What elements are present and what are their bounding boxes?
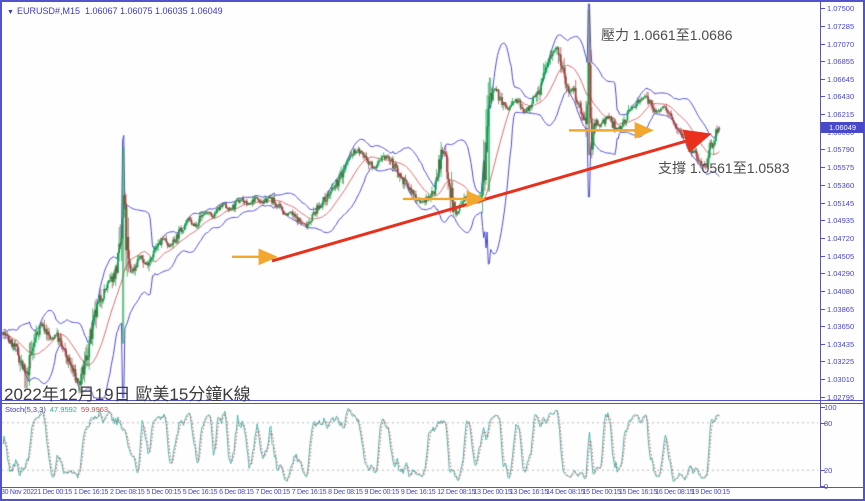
stoch-tick-mark: [821, 407, 825, 408]
stochastic-label: Stoch(5,3,3) 47.9592 59.9963: [5, 405, 108, 414]
time-tick-label: 5 Dec 00:15: [146, 489, 181, 496]
price-tick-mark: [821, 202, 825, 204]
stoch-tick-label: 100: [824, 403, 837, 412]
resistance-annotation[interactable]: 壓力 1.0661至1.0686: [601, 27, 733, 43]
price-tick-mark: [821, 237, 825, 239]
time-tick-label: 8 Dec 08:15: [328, 489, 363, 496]
price-tick-mark: [821, 220, 825, 222]
price-tick-mark: [821, 25, 825, 27]
stoch-tick-mark: [821, 486, 825, 487]
stoch-tick-mark: [821, 470, 825, 472]
price-tick-label: 1.04505: [827, 251, 855, 261]
stoch-tick-mark: [821, 422, 825, 424]
price-tick-label: 1.03225: [827, 357, 855, 367]
time-tick-label: 15 Dec 00:15: [582, 489, 621, 496]
price-tick-mark: [821, 255, 825, 257]
time-tick-label: 7 Dec 00:15: [255, 489, 290, 496]
price-chart-canvas[interactable]: [0, 0, 822, 400]
window-border-right: [863, 0, 865, 501]
date-annotation: 2022年12月19日 歐美15分鐘K線: [4, 385, 251, 404]
price-tick-label: 1.06645: [827, 74, 855, 84]
price-tick-mark: [821, 397, 825, 398]
time-tick-label: 9 Dec 00:15: [364, 489, 400, 496]
price-tick-label: 1.03650: [827, 322, 855, 332]
price-tick-mark: [821, 149, 825, 151]
window-border-bottom: [0, 499, 865, 501]
time-tick-label: 13 Dec 16:15: [509, 489, 548, 496]
price-tick-label: 1.06430: [827, 92, 855, 102]
time-tick-label: 30 Nov 2022: [1, 489, 38, 496]
stoch-tick-label: 80: [824, 418, 833, 428]
time-axis-separator: [0, 487, 865, 488]
price-tick-mark: [821, 379, 825, 381]
time-tick-label: 15 Dec 16:15: [618, 489, 657, 496]
price-tick-mark: [821, 290, 825, 292]
price-tick-label: 1.05790: [827, 145, 855, 155]
price-tick-label: 1.06855: [827, 57, 855, 67]
price-tick-mark: [821, 96, 825, 98]
stochastic-canvas[interactable]: [0, 405, 820, 487]
price-tick-label: 1.03865: [827, 304, 855, 314]
time-tick-label: 12 Dec 08:15: [437, 489, 476, 496]
price-tick-label: 1.07500: [827, 4, 855, 13]
price-tick-label: 1.02795: [827, 393, 855, 402]
price-tick-mark: [821, 326, 825, 328]
stochastic-d-value: 59.9963: [80, 405, 109, 414]
stochastic-k-value: 47.9592: [49, 405, 77, 414]
panel-separator-top: [0, 400, 865, 401]
panel-separator-bottom: [0, 403, 865, 404]
price-tick-mark: [821, 184, 825, 186]
time-tick-label: 1 Dec 00:15: [37, 489, 72, 496]
time-tick-label: 16 Dec 08:15: [655, 489, 694, 496]
time-tick-label: 9 Dec 16:15: [400, 489, 436, 496]
price-tick-mark: [821, 43, 825, 45]
time-tick-label: 5 Dec 16:15: [182, 489, 218, 496]
symbol-dropdown-icon[interactable]: ▼: [7, 9, 14, 16]
price-tick-label: 1.04080: [827, 286, 855, 296]
price-tick-mark: [821, 8, 825, 9]
price-tick-mark: [821, 114, 825, 116]
time-tick-label: 14 Dec 08:15: [546, 489, 585, 496]
symbol-label: EURUSD#,M15: [16, 6, 80, 16]
ohlc-values: 1.06067 1.06075 1.06035 1.06049: [84, 6, 223, 16]
price-tick-label: 1.06215: [827, 110, 855, 120]
price-tick-label: 1.04935: [827, 216, 855, 226]
price-tick-mark: [821, 273, 825, 275]
price-tick-mark: [821, 361, 825, 363]
price-tick-mark: [821, 167, 825, 169]
price-tick-mark: [821, 61, 825, 63]
price-tick-label: 1.05575: [827, 163, 855, 173]
stoch-tick-label: 20: [824, 466, 833, 476]
time-tick-label: 2 Dec 08:15: [110, 489, 145, 496]
current-price-tag: 1.06049: [821, 122, 864, 134]
time-tick-label: 6 Dec 08:15: [219, 489, 254, 496]
price-tick-label: 1.07285: [827, 21, 855, 31]
time-tick-label: 13 Dec 00:15: [473, 489, 512, 496]
price-tick-mark: [821, 78, 825, 80]
price-tick-label: 1.04720: [827, 233, 855, 243]
price-tick-mark: [821, 308, 825, 310]
price-tick-label: 1.03010: [827, 375, 855, 385]
stochastic-name: Stoch(5,3,3): [5, 405, 46, 414]
price-tick-label: 1.03435: [827, 340, 855, 350]
price-tick-label: 1.07070: [827, 39, 855, 49]
chart-header: ▼ EURUSD#,M15 1.06067 1.06075 1.06035 1.0…: [7, 6, 223, 16]
time-tick-label: 19 Dec 00:15: [691, 489, 730, 496]
stoch-tick-label: 0: [824, 482, 829, 491]
price-tick-label: 1.05145: [827, 198, 855, 208]
time-tick-label: 1 Dec 16:15: [73, 489, 109, 496]
time-tick-label: 7 Dec 16:15: [291, 489, 327, 496]
support-annotation[interactable]: 支撐 1.0561至1.0583: [658, 160, 790, 176]
price-tick-label: 1.04290: [827, 269, 855, 279]
price-tick-label: 1.05360: [827, 180, 855, 190]
price-tick-mark: [821, 344, 825, 346]
